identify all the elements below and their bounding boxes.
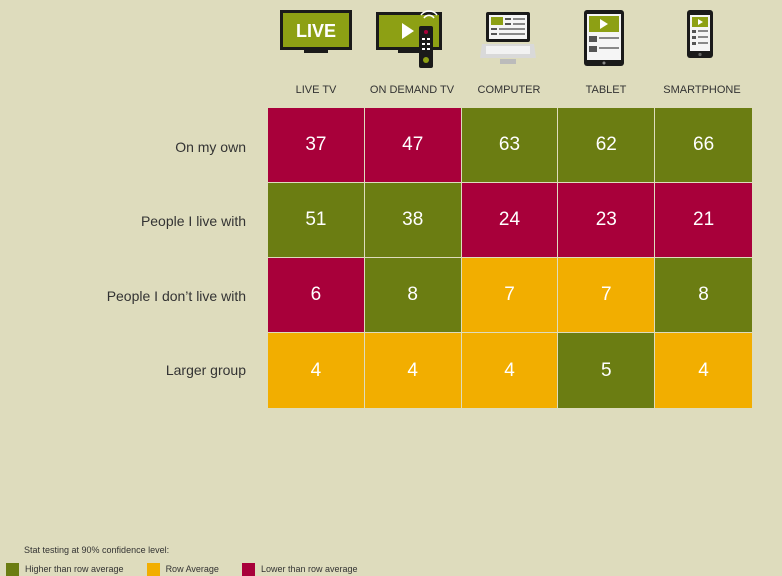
live-tv-icon: LIVE <box>268 8 364 72</box>
legend-label-higher: Higher than row average <box>25 564 124 574</box>
heatmap-cell: 37 <box>268 108 364 182</box>
row-label-people-i-live-with: People I live with <box>140 213 246 229</box>
legend-title: Stat testing at 90% confidence level: <box>24 545 170 555</box>
device-icons-row: LIVE <box>268 8 752 72</box>
legend: Higher than row average Row Average Lowe… <box>6 562 381 576</box>
heatmap-cell: 5 <box>558 333 655 408</box>
heatmap-grid: 37 47 63 62 66 51 38 24 23 21 6 8 7 7 8 4 4 4 5 4 <box>268 108 752 408</box>
heatmap-cell: 4 <box>364 333 461 408</box>
heatmap-cell: 8 <box>364 258 461 332</box>
column-headers: LIVE TV ON DEMAND TV COMPUTER TABLET SMA… <box>268 84 752 100</box>
legend-item-higher: Higher than row average <box>6 562 124 576</box>
heatmap-cell: 7 <box>461 258 558 332</box>
heatmap-cell: 51 <box>268 183 364 257</box>
heatmap-cell: 23 <box>558 183 655 257</box>
heatmap-cell: 6 <box>268 258 364 332</box>
on-demand-tv-icon <box>364 8 460 72</box>
heatmap-cell: 62 <box>558 108 655 182</box>
smartphone-icon <box>652 8 748 72</box>
heatmap-cell: 8 <box>655 258 752 332</box>
heatmap-cell: 4 <box>268 333 364 408</box>
heatmap-cell: 63 <box>461 108 558 182</box>
legend-swatch-higher <box>6 562 19 576</box>
row-label-on-my-own: On my own <box>175 139 246 155</box>
heatmap-cell: 7 <box>558 258 655 332</box>
legend-label-lower: Lower than row average <box>260 564 358 574</box>
legend-label-average: Row Average <box>165 564 219 574</box>
legend-swatch-average <box>146 562 160 576</box>
column-header-on-demand-tv: ON DEMAND TV <box>369 84 455 96</box>
heatmap-cell: 21 <box>655 183 752 257</box>
column-header-live-tv: LIVE TV <box>295 84 337 96</box>
row-label-larger-group: Larger group <box>165 362 246 378</box>
computer-icon <box>460 8 556 72</box>
legend-item-lower: Lower than row average <box>241 562 358 576</box>
heatmap-cell: 4 <box>655 333 752 408</box>
heatmap-cell: 24 <box>461 183 558 257</box>
heatmap-cell: 38 <box>364 183 461 257</box>
row-label-people-i-dont-live-with: People I don’t live with <box>106 288 246 304</box>
column-header-tablet: TABLET <box>585 84 627 96</box>
column-header-computer: COMPUTER <box>477 84 541 96</box>
heatmap-cell: 66 <box>655 108 752 182</box>
live-label: LIVE <box>296 21 336 41</box>
column-header-smartphone: SMARTPHONE <box>663 84 741 96</box>
heatmap-cell: 47 <box>364 108 461 182</box>
tablet-icon <box>556 8 652 72</box>
legend-swatch-lower <box>241 562 255 576</box>
heatmap-cell: 4 <box>461 333 558 408</box>
legend-item-average: Row Average <box>146 562 219 576</box>
